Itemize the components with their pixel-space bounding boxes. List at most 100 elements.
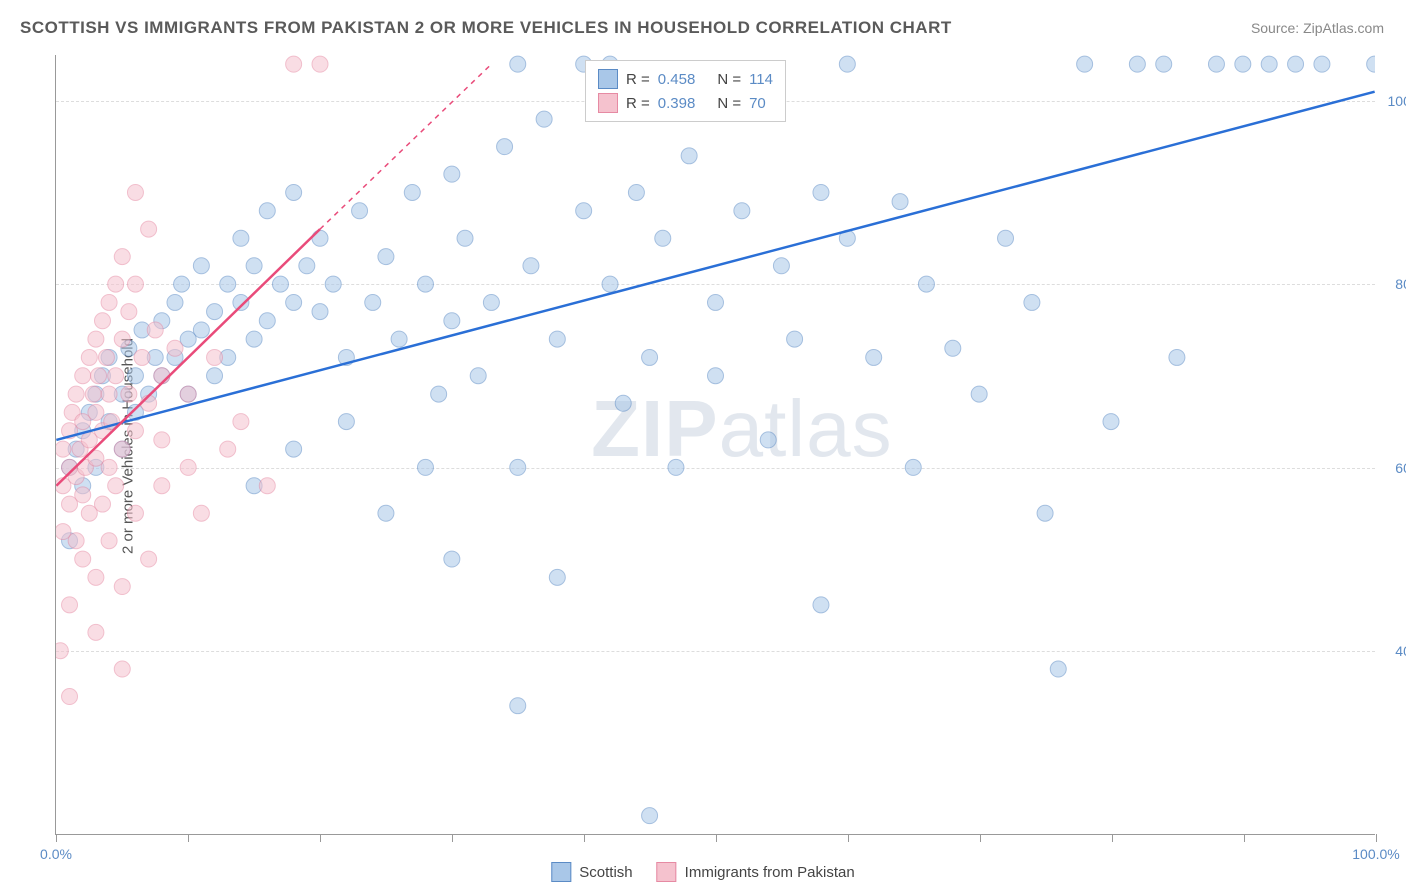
data-point bbox=[98, 349, 114, 365]
data-point bbox=[892, 194, 908, 210]
data-point bbox=[127, 276, 143, 292]
data-point bbox=[272, 276, 288, 292]
data-point bbox=[56, 441, 71, 457]
data-point bbox=[286, 56, 302, 72]
data-point bbox=[549, 569, 565, 585]
data-point bbox=[602, 276, 618, 292]
data-point bbox=[75, 551, 91, 567]
data-point bbox=[813, 184, 829, 200]
data-point bbox=[352, 203, 368, 219]
data-point bbox=[510, 698, 526, 714]
data-point bbox=[114, 661, 130, 677]
data-point bbox=[81, 349, 97, 365]
data-point bbox=[62, 689, 78, 705]
data-point bbox=[655, 230, 671, 246]
legend-swatch bbox=[598, 69, 618, 89]
data-point bbox=[1261, 56, 1277, 72]
data-point bbox=[299, 258, 315, 274]
data-point bbox=[708, 368, 724, 384]
data-point bbox=[180, 459, 196, 475]
data-point bbox=[1367, 56, 1375, 72]
data-point bbox=[94, 313, 110, 329]
data-point bbox=[444, 551, 460, 567]
data-point bbox=[127, 184, 143, 200]
data-point bbox=[576, 203, 592, 219]
data-point bbox=[378, 505, 394, 521]
data-point bbox=[286, 184, 302, 200]
data-point bbox=[536, 111, 552, 127]
data-point bbox=[773, 258, 789, 274]
data-point bbox=[68, 386, 84, 402]
y-tick-label: 40.0% bbox=[1395, 643, 1406, 659]
legend-item: Immigrants from Pakistan bbox=[657, 862, 855, 882]
data-point bbox=[497, 139, 513, 155]
data-point bbox=[312, 56, 328, 72]
data-point bbox=[101, 294, 117, 310]
data-point bbox=[444, 313, 460, 329]
data-point bbox=[154, 432, 170, 448]
data-point bbox=[220, 276, 236, 292]
data-point bbox=[760, 432, 776, 448]
data-point bbox=[286, 294, 302, 310]
data-point bbox=[417, 276, 433, 292]
n-label: N = bbox=[717, 95, 741, 112]
data-point bbox=[708, 294, 724, 310]
data-point bbox=[88, 404, 104, 420]
data-point bbox=[246, 258, 262, 274]
n-value: 70 bbox=[749, 95, 766, 112]
legend-swatch bbox=[598, 93, 618, 113]
correlation-row: R = 0.398 N = 70 bbox=[598, 91, 773, 115]
data-point bbox=[233, 294, 249, 310]
data-point bbox=[813, 597, 829, 613]
data-point bbox=[62, 597, 78, 613]
data-point bbox=[510, 459, 526, 475]
data-point bbox=[642, 349, 658, 365]
legend-label: Scottish bbox=[579, 864, 632, 881]
data-point bbox=[114, 441, 130, 457]
x-tick bbox=[848, 834, 849, 842]
data-point bbox=[88, 624, 104, 640]
data-point bbox=[1208, 56, 1224, 72]
data-point bbox=[207, 304, 223, 320]
data-point bbox=[312, 304, 328, 320]
r-value: 0.398 bbox=[658, 95, 696, 112]
data-point bbox=[193, 258, 209, 274]
data-point bbox=[404, 184, 420, 200]
data-point bbox=[510, 56, 526, 72]
data-point bbox=[207, 349, 223, 365]
data-point bbox=[75, 487, 91, 503]
r-label: R = bbox=[626, 95, 650, 112]
data-point bbox=[233, 414, 249, 430]
y-tick-label: 80.0% bbox=[1395, 276, 1406, 292]
x-tick-label: 0.0% bbox=[40, 846, 72, 862]
data-point bbox=[127, 368, 143, 384]
data-point bbox=[734, 203, 750, 219]
data-point bbox=[88, 331, 104, 347]
data-point bbox=[1169, 349, 1185, 365]
data-point bbox=[668, 459, 684, 475]
data-point bbox=[470, 368, 486, 384]
data-point bbox=[391, 331, 407, 347]
data-point bbox=[325, 276, 341, 292]
data-point bbox=[431, 386, 447, 402]
data-point bbox=[56, 643, 68, 659]
legend-item: Scottish bbox=[551, 862, 632, 882]
data-point bbox=[167, 294, 183, 310]
data-point bbox=[101, 459, 117, 475]
data-point bbox=[998, 230, 1014, 246]
data-point bbox=[549, 331, 565, 347]
data-point bbox=[127, 423, 143, 439]
data-point bbox=[905, 459, 921, 475]
r-value: 0.458 bbox=[658, 71, 696, 88]
data-point bbox=[75, 368, 91, 384]
data-point bbox=[523, 258, 539, 274]
legend-swatch bbox=[551, 862, 571, 882]
data-point bbox=[1037, 505, 1053, 521]
x-tick bbox=[1244, 834, 1245, 842]
data-point bbox=[154, 478, 170, 494]
r-label: R = bbox=[626, 71, 650, 88]
data-point bbox=[85, 386, 101, 402]
data-point bbox=[483, 294, 499, 310]
series-legend: Scottish Immigrants from Pakistan bbox=[551, 862, 854, 882]
data-point bbox=[193, 322, 209, 338]
